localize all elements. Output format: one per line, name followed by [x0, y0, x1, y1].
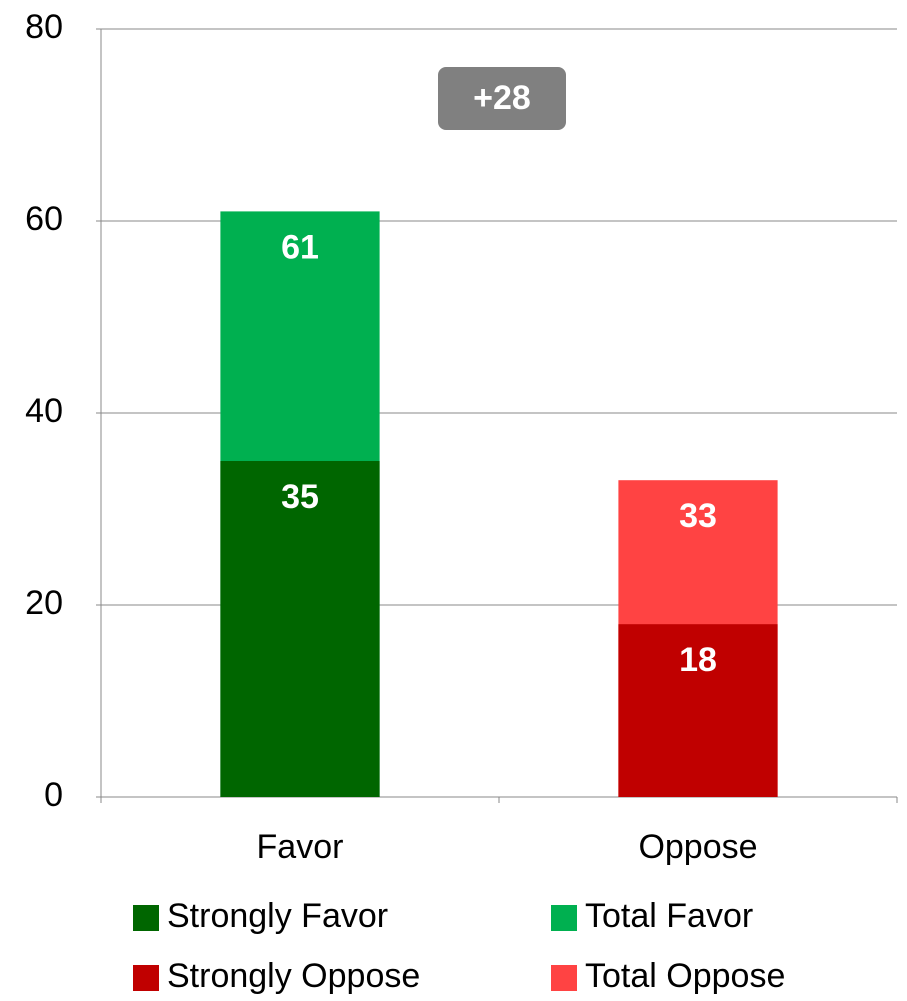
plot: 0 20 40 60 80 Favor 61 35 Oppose 33 18 Strongly Fav… [25, 8, 898, 995]
annotation-box [438, 67, 566, 130]
legend-label: Strongly Favor [167, 897, 388, 935]
y-tick-label: 20 [25, 584, 63, 622]
data-label: 18 [679, 641, 717, 679]
bar [618, 624, 778, 797]
bar [220, 461, 380, 797]
legend-label: Total Oppose [585, 957, 785, 995]
legend-swatch [133, 965, 159, 991]
legend-swatch [551, 905, 577, 931]
legend-label: Total Favor [585, 897, 753, 935]
data-label: 35 [281, 478, 319, 516]
legend-swatch [133, 905, 159, 931]
data-label: 61 [281, 228, 319, 266]
y-tick-label: 40 [25, 392, 63, 430]
y-tick-label: 0 [44, 776, 63, 814]
y-tick-label: 60 [25, 200, 63, 238]
x-tick-label: Favor [257, 828, 344, 866]
y-tick-label: 80 [25, 8, 63, 46]
data-label: 33 [679, 497, 717, 535]
annotation: +28 [473, 79, 531, 117]
legend-swatch [551, 965, 577, 991]
x-tick-label: Oppose [638, 828, 757, 866]
legend-label: Strongly Oppose [167, 957, 420, 995]
